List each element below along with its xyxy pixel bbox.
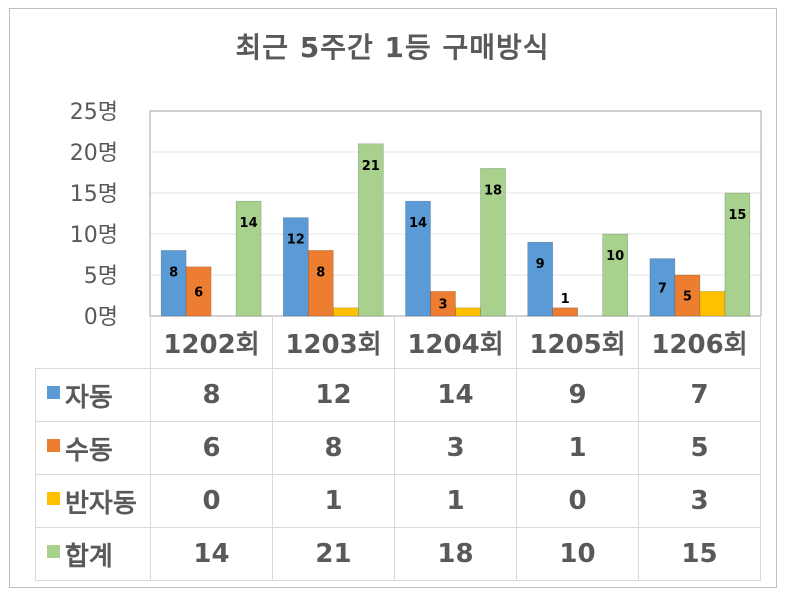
bar	[674, 274, 701, 317]
table-value: 12	[272, 368, 395, 422]
bar	[602, 233, 629, 317]
table-value: 6	[150, 421, 273, 475]
bar	[357, 143, 384, 317]
data-label: 12	[287, 233, 305, 248]
table-header-row: 1202회 1203회 1204회 1205회 1206회	[36, 316, 761, 369]
data-label: 18	[484, 183, 502, 198]
data-label: 14	[409, 216, 427, 231]
y-tick-label: 20명	[70, 141, 118, 166]
table-value: 9	[516, 368, 639, 422]
legend-key	[47, 491, 60, 505]
table-value: 5	[638, 421, 761, 475]
data-label: 15	[728, 208, 746, 223]
table-row: 합계 14 21 18 10 15	[35, 527, 761, 581]
bar	[160, 250, 187, 317]
data-table: 1202회 1203회 1204회 1205회 1206회 자동 8 12 14 9 7 수동 6 8 3 1…	[35, 316, 761, 581]
table-row: 반자동 0 1 1 0 3	[35, 474, 761, 528]
legend-key	[47, 544, 60, 558]
y-tick-label: 0명	[84, 305, 118, 330]
bar	[699, 291, 726, 317]
bar	[405, 200, 431, 317]
series-name-cell: 반자동	[35, 474, 151, 528]
table-corner	[36, 316, 151, 369]
table-value: 18	[394, 527, 517, 581]
series-name-cell: 합계	[35, 527, 151, 581]
y-tick-label: 5명	[84, 264, 118, 289]
data-label: 21	[362, 159, 380, 174]
data-label: 1	[561, 292, 570, 307]
table-value: 15	[638, 527, 761, 581]
y-tick-label: 10명	[70, 223, 118, 248]
series-name: 반자동	[65, 488, 137, 519]
table-value: 0	[150, 474, 273, 528]
y-tick-label: 25명	[70, 100, 118, 125]
table-value: 21	[272, 527, 395, 581]
table-row: 자동 8 12 14 9 7	[35, 368, 761, 422]
bar	[185, 266, 212, 317]
table-value: 3	[394, 421, 517, 475]
series-name: 합계	[65, 541, 113, 572]
category-label: 1204회	[394, 316, 517, 369]
data-label: 7	[658, 281, 667, 296]
series-name-cell: 자동	[35, 368, 151, 422]
series-name: 수동	[65, 435, 113, 466]
table-value: 8	[272, 421, 395, 475]
legend-key	[47, 385, 60, 399]
data-label: 9	[536, 257, 545, 272]
data-label: 6	[194, 285, 203, 300]
data-label: 8	[169, 265, 178, 280]
table-value: 8	[150, 368, 273, 422]
data-label: 14	[240, 216, 258, 231]
bar	[455, 307, 481, 317]
category-label: 1202회	[150, 316, 273, 369]
table-row: 수동 6 8 3 1 5	[35, 421, 761, 475]
table-value: 7	[638, 368, 761, 422]
data-label: 8	[316, 265, 325, 280]
series-name: 자동	[65, 382, 113, 413]
bar	[332, 307, 359, 317]
category-label: 1205회	[516, 316, 639, 369]
category-label: 1203회	[272, 316, 395, 369]
bar	[282, 217, 309, 317]
table-value: 1	[394, 474, 517, 528]
table-value: 14	[394, 368, 517, 422]
series-name-cell: 수동	[35, 421, 151, 475]
bar	[552, 307, 579, 317]
table-value: 3	[638, 474, 761, 528]
table-value: 10	[516, 527, 639, 581]
bar	[235, 200, 262, 317]
y-tick-label: 15명	[70, 182, 118, 207]
table-value: 0	[516, 474, 639, 528]
table-value: 1	[272, 474, 395, 528]
chart-title: 최근 5주간 1등 구매방식	[235, 31, 550, 64]
category-label: 1206회	[638, 316, 761, 369]
legend-key	[47, 438, 60, 452]
bar	[430, 291, 456, 317]
table-value: 1	[516, 421, 639, 475]
data-label: 10	[606, 249, 624, 264]
bar	[649, 258, 676, 317]
data-label: 5	[683, 290, 692, 305]
bar	[480, 168, 506, 317]
bar	[527, 241, 554, 317]
data-label: 3	[438, 298, 447, 313]
bar	[307, 250, 334, 317]
table-value: 14	[150, 527, 273, 581]
